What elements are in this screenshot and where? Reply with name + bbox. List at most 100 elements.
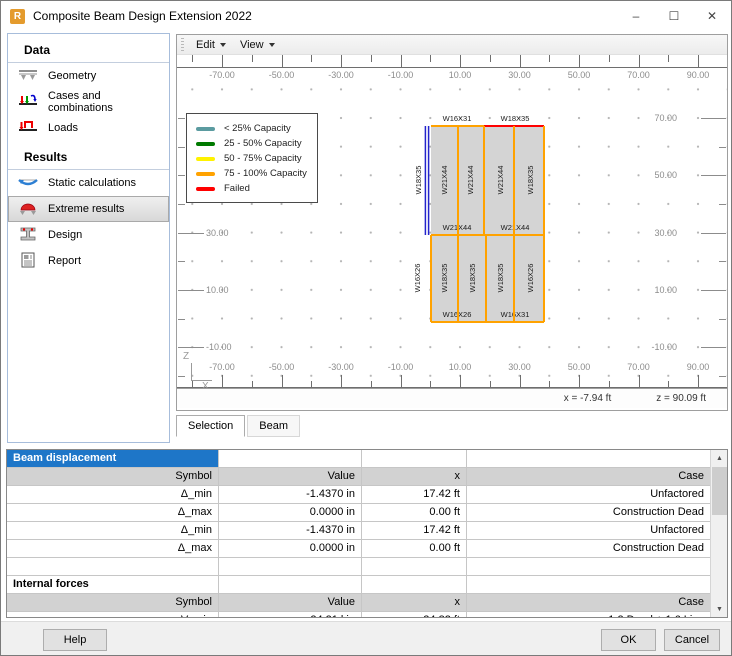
ruler-tick (489, 381, 491, 387)
table-section-row[interactable]: Beam displacement (7, 450, 710, 468)
beam-label: W18X35 (526, 166, 535, 195)
ruler-tick (638, 55, 640, 68)
ok-button[interactable]: OK (601, 629, 656, 651)
beam-label: W18X35 (468, 264, 477, 293)
scrollbar-thumb[interactable] (712, 467, 727, 515)
sidebar-item-label: Loads (48, 122, 78, 134)
ruler-tick (281, 375, 283, 387)
toolbar-grip-icon[interactable] (181, 37, 184, 52)
menu-edit[interactable]: Edit (190, 37, 234, 53)
legend-label: 75 - 100% Capacity (224, 168, 307, 179)
ruler-tick (370, 55, 372, 62)
sidebar-item-design[interactable]: Design (8, 222, 169, 248)
sidebar-item-static-calculations[interactable]: Static calculations (8, 170, 169, 196)
sidebar-section-data: Data (24, 43, 51, 57)
ruler-label: -50.00 (268, 70, 295, 80)
app-icon: R (10, 8, 25, 24)
ruler-tick (719, 375, 726, 377)
section-title-cell: Internal forces (7, 576, 219, 593)
beam-label: W16X26 (413, 264, 422, 293)
table-cell: Unfactored (650, 488, 704, 500)
table-cell (467, 450, 710, 467)
ruler-tick (430, 55, 432, 62)
table-cell (467, 576, 710, 593)
ruler-label: 30.00 (206, 227, 229, 238)
sidebar-item-cases-and-combinations[interactable]: Cases and combinations (8, 89, 169, 115)
ruler-label: -10.00 (387, 362, 414, 372)
scroll-up-icon[interactable]: ▲ (711, 450, 727, 466)
ruler-label: 30.00 (654, 227, 677, 238)
ruler-tick (222, 55, 223, 68)
ruler-label: 30.00 (508, 70, 531, 80)
table-cell (467, 558, 710, 575)
table-scrollbar[interactable]: ▲ ▼ (710, 450, 727, 617)
ruler-tick (701, 118, 726, 119)
beam-label: W21X44 (440, 166, 449, 195)
beam-figure[interactable]: W16X31W18X35W21X44W21X44W16X26W16X31W18X… (177, 55, 727, 388)
ruler-tick (719, 203, 726, 205)
ruler-tick (489, 55, 491, 62)
ruler-tick (281, 55, 283, 68)
sidebar-item-extreme-results[interactable]: Extreme results (8, 196, 169, 222)
table-cell (219, 450, 362, 467)
table-row[interactable]: Δ_max 0.0000 in 0.00 ft Construction Dead (7, 504, 710, 522)
tab-beam[interactable]: Beam (247, 415, 301, 437)
ruler-tick (251, 55, 253, 62)
legend-swatch (196, 126, 215, 131)
table-row[interactable]: Δ_min -1.4370 in 17.42 ft Unfactored (7, 522, 710, 540)
legend-swatch (196, 186, 215, 191)
axis-orientation-icon: Z X (182, 351, 222, 392)
chevron-down-icon (268, 42, 275, 47)
ruler-label: -70.00 (209, 362, 235, 372)
minimize-button[interactable]: – (632, 9, 640, 23)
ruler-tick (178, 261, 185, 263)
table-row[interactable]: Δ_max 0.0000 in 0.00 ft Construction Dead (7, 540, 710, 558)
column-header: Symbol (7, 594, 219, 611)
maximize-button[interactable]: ☐ (668, 9, 680, 23)
window-controls: – ☐ ✕ (617, 1, 731, 31)
menu-view[interactable]: View (234, 37, 283, 53)
table-row[interactable]: Δ_min -1.4370 in 17.42 ft Unfactored (7, 486, 710, 504)
table-cell (219, 576, 362, 593)
ruler-tick (192, 55, 194, 62)
coordinate-status-bar: x = -7.94 ft z = 90.09 ft (177, 388, 727, 408)
legend-swatch (196, 141, 215, 146)
axis-z-label: Z (183, 351, 190, 362)
table-cell: Construction Dead (612, 506, 704, 518)
ruler-tick (178, 318, 185, 320)
table-cell: V_min (7, 612, 219, 617)
cancel-button[interactable]: Cancel (664, 629, 720, 651)
tab-selection[interactable]: Selection (176, 415, 246, 437)
ruler-tick (719, 146, 726, 148)
ruler-label: 10.00 (448, 362, 472, 372)
sidebar-item-loads[interactable]: Loads (8, 115, 169, 141)
extreme-results-icon (17, 200, 39, 219)
help-button[interactable]: Help (43, 629, 107, 651)
sidebar-item-label: Design (48, 229, 83, 241)
ruler-label: 50.00 (654, 170, 677, 181)
table-cell: 24.21 kip (219, 612, 362, 617)
close-button[interactable]: ✕ (706, 9, 718, 23)
drawing-canvas[interactable]: -70.00 -50.00 -30.00 -10.00 10.00 30.00 50.00 7… (177, 55, 727, 408)
ruler-tick (430, 381, 432, 387)
ruler-tick (222, 375, 223, 387)
ruler-label: 10.00 (654, 284, 677, 295)
legend-item: < 25% Capacity (196, 121, 307, 136)
ruler-tick (178, 203, 185, 205)
sidebar-item-label: Static calculations (48, 177, 137, 189)
beam-label: W16X31 (443, 114, 472, 123)
table-cell: 17.42 ft (362, 522, 467, 539)
ruler-label: -10.00 (651, 342, 677, 353)
table-row[interactable] (7, 558, 710, 576)
floor-panel (431, 126, 544, 235)
sidebar-item-report[interactable]: Report (8, 248, 169, 274)
divider (8, 169, 169, 170)
sidebar-item-geometry[interactable]: Geometry (8, 63, 169, 89)
scroll-down-icon[interactable]: ▼ (711, 601, 727, 617)
table-row[interactable]: V_min24.21 kip24.82 ft1.2 Dead + 1.6 Liv… (7, 612, 710, 617)
ruler-tick (178, 375, 185, 377)
ruler-label: 10.00 (448, 70, 472, 80)
table-section-row[interactable]: Internal forces (7, 576, 710, 594)
ruler-label: 70.00 (654, 113, 677, 123)
